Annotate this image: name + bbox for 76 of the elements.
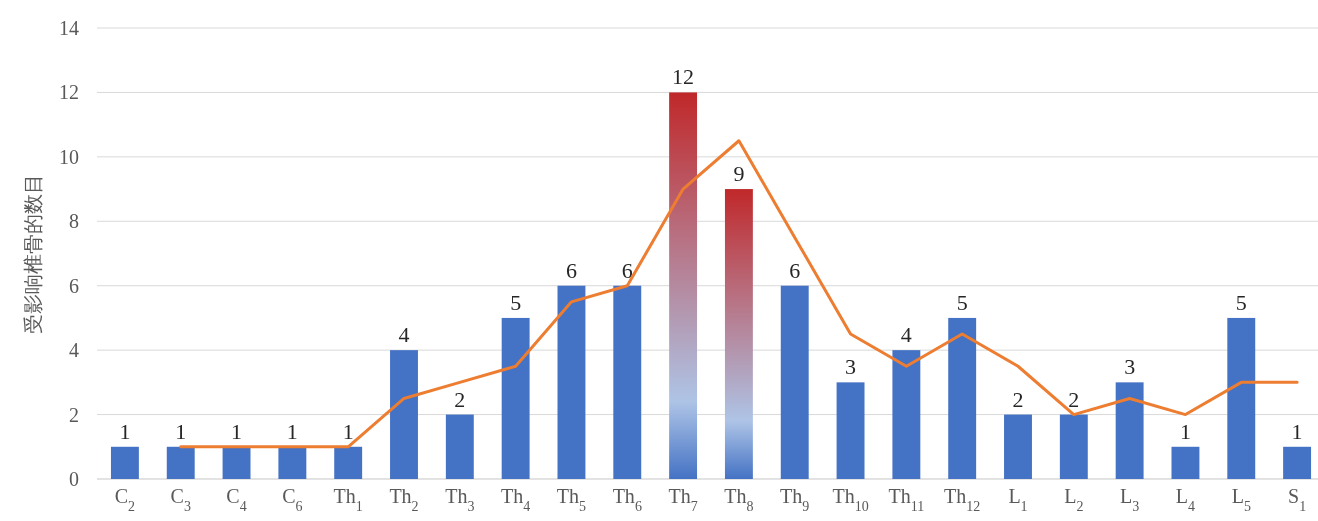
bar [166, 446, 195, 479]
data-label: 12 [672, 64, 695, 90]
x-tick-label: C$_{3}$ [170, 485, 191, 514]
x-tick-label: Th$_{4}$ [501, 485, 531, 514]
data-label: 4 [900, 322, 912, 348]
data-label: 5 [510, 289, 522, 315]
data-label: 1 [175, 418, 187, 444]
bar [390, 350, 418, 479]
data-label: 4 [398, 322, 410, 348]
data-label: 1 [286, 418, 298, 444]
x-tick-label: Th$_{7}$ [668, 485, 698, 514]
bar [110, 446, 139, 479]
x-tick-label: L$_{3}$ [1120, 485, 1140, 514]
y-tick-label: 0 [69, 468, 79, 490]
data-label: 1 [231, 418, 243, 444]
data-label: 2 [454, 386, 466, 412]
data-label: 3 [845, 354, 857, 380]
data-label: 2 [1012, 386, 1024, 412]
x-tick-label: Th$_{12}$ [944, 485, 981, 514]
y-tick-label: 12 [59, 81, 79, 104]
bar [1283, 446, 1312, 479]
x-tick-label: Th$_{5}$ [556, 485, 587, 514]
data-label: 6 [789, 257, 801, 283]
bar [445, 414, 474, 479]
x-tick-label: Th$_{8}$ [724, 485, 754, 514]
bar [278, 446, 307, 479]
x-tick-label: Th$_{3}$ [445, 485, 475, 514]
data-label: 6 [565, 257, 577, 283]
bar [1059, 414, 1088, 479]
data-label: 5 [956, 289, 968, 315]
x-tick-label: Th$_{11}$ [888, 485, 925, 514]
x-tick-label: C$_{2}$ [114, 485, 136, 514]
data-label: 1 [1291, 418, 1303, 444]
bar [892, 350, 921, 479]
data-label: 1 [119, 418, 131, 444]
bar [613, 285, 642, 479]
y-tick-label: 2 [69, 403, 79, 426]
y-tick-label: 6 [69, 274, 79, 297]
y-tick-label: 8 [69, 210, 79, 233]
data-label: 3 [1124, 354, 1136, 380]
bar [1004, 414, 1032, 479]
bar [780, 285, 809, 479]
x-tick-label: Th$_{2}$ [389, 485, 419, 514]
bar [1115, 382, 1144, 479]
x-tick-label: L$_{2}$ [1064, 485, 1084, 514]
bar [948, 317, 977, 479]
data-label: 1 [342, 418, 354, 444]
bar [222, 446, 251, 479]
x-tick-label: C$_{6}$ [282, 485, 303, 514]
x-tick-label: L$_{4}$ [1175, 485, 1196, 514]
data-label: 6 [621, 257, 633, 283]
bar [501, 317, 530, 479]
bar [1227, 317, 1256, 479]
bar [1171, 446, 1200, 479]
x-tick-label: Th$_{1}$ [333, 485, 363, 514]
bar [557, 285, 586, 479]
x-tick-label: Th$_{9}$ [780, 485, 810, 514]
data-label: 5 [1235, 289, 1247, 315]
data-label: 9 [733, 161, 745, 187]
y-tick-label: 10 [59, 145, 79, 168]
x-tick-label: Th$_{6}$ [612, 485, 642, 514]
x-tick-label: L$_{5}$ [1231, 485, 1251, 514]
x-tick-label: L$_{1}$ [1008, 485, 1028, 514]
x-tick-label: C$_{4}$ [226, 485, 247, 514]
bar [669, 92, 698, 479]
y-axis-title: 受影响椎骨的数目 [22, 173, 44, 334]
bar [724, 189, 753, 479]
y-tick-label: 14 [59, 17, 79, 39]
bar [334, 446, 363, 479]
data-label: 1 [1179, 418, 1191, 444]
x-tick-label: Th$_{10}$ [832, 485, 869, 514]
x-tick-label: S$_{1}$ [1288, 485, 1307, 514]
y-tick-label: 4 [69, 339, 79, 362]
line-series [179, 139, 1299, 449]
data-label: 2 [1068, 386, 1080, 412]
bar [836, 382, 865, 479]
